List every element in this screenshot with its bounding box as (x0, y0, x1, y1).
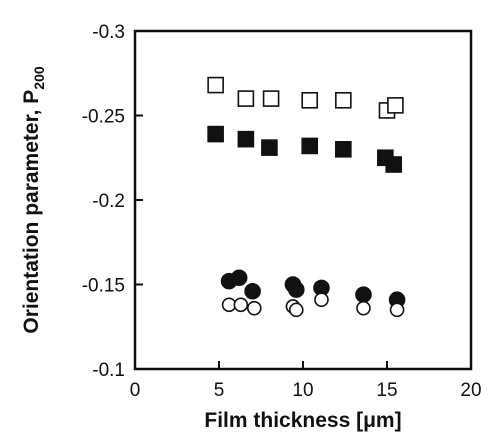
filled-square-point (335, 141, 352, 158)
open-square-point (237, 90, 255, 107)
y-tick-label: -0.2 (92, 191, 125, 212)
y-tick-label: -0.15 (82, 276, 125, 297)
open-square-point (262, 90, 280, 107)
data-marks (207, 76, 406, 318)
open-square-point (301, 91, 319, 109)
series-2 (207, 125, 403, 173)
ticks (134, 30, 472, 370)
tick-labels: 0 5 10 15 20 -0.1 -0.15 -0.2 -0.25 -0.3 (82, 22, 482, 401)
open-circle-point (246, 300, 262, 316)
x-axis-label: Film thickness [μm] (204, 409, 401, 432)
open-circle-point (356, 300, 371, 316)
x-tick-label: 0 (130, 380, 141, 401)
filled-circle-point (355, 286, 372, 303)
filled-circle-point (244, 282, 261, 300)
y-tick-label: -0.25 (82, 107, 125, 128)
series-1 (207, 76, 404, 119)
y-tick-label: -0.1 (92, 360, 125, 381)
x-tick-label: 10 (292, 380, 313, 401)
x-tick-label: 20 (460, 380, 481, 401)
open-square-point (207, 76, 224, 94)
open-circle-point (288, 302, 304, 318)
filled-square-point (385, 156, 403, 173)
open-circle-point (314, 292, 329, 308)
open-square-point (335, 91, 352, 109)
filled-square-point (207, 125, 224, 143)
filled-square-point (301, 137, 319, 155)
y-axis-label-subscript: 200 (31, 66, 47, 90)
open-square-point (387, 97, 404, 114)
y-axis-label-main: Orientation parameter, P (20, 90, 43, 334)
filled-circle-point (230, 269, 248, 287)
open-circle-point (233, 297, 249, 313)
filled-square-point (261, 139, 278, 156)
open-circle-point (389, 302, 405, 318)
y-axis-label: Orientation parameter, P200 (20, 66, 47, 333)
x-tick-label: 5 (214, 380, 225, 401)
plot-frame (133, 29, 473, 371)
series-4 (221, 292, 405, 318)
series-3 (220, 269, 406, 309)
x-tick-label: 15 (376, 380, 397, 401)
filled-square-point (237, 130, 255, 148)
y-tick-label: -0.3 (92, 22, 125, 43)
filled-circle-point (287, 281, 305, 298)
